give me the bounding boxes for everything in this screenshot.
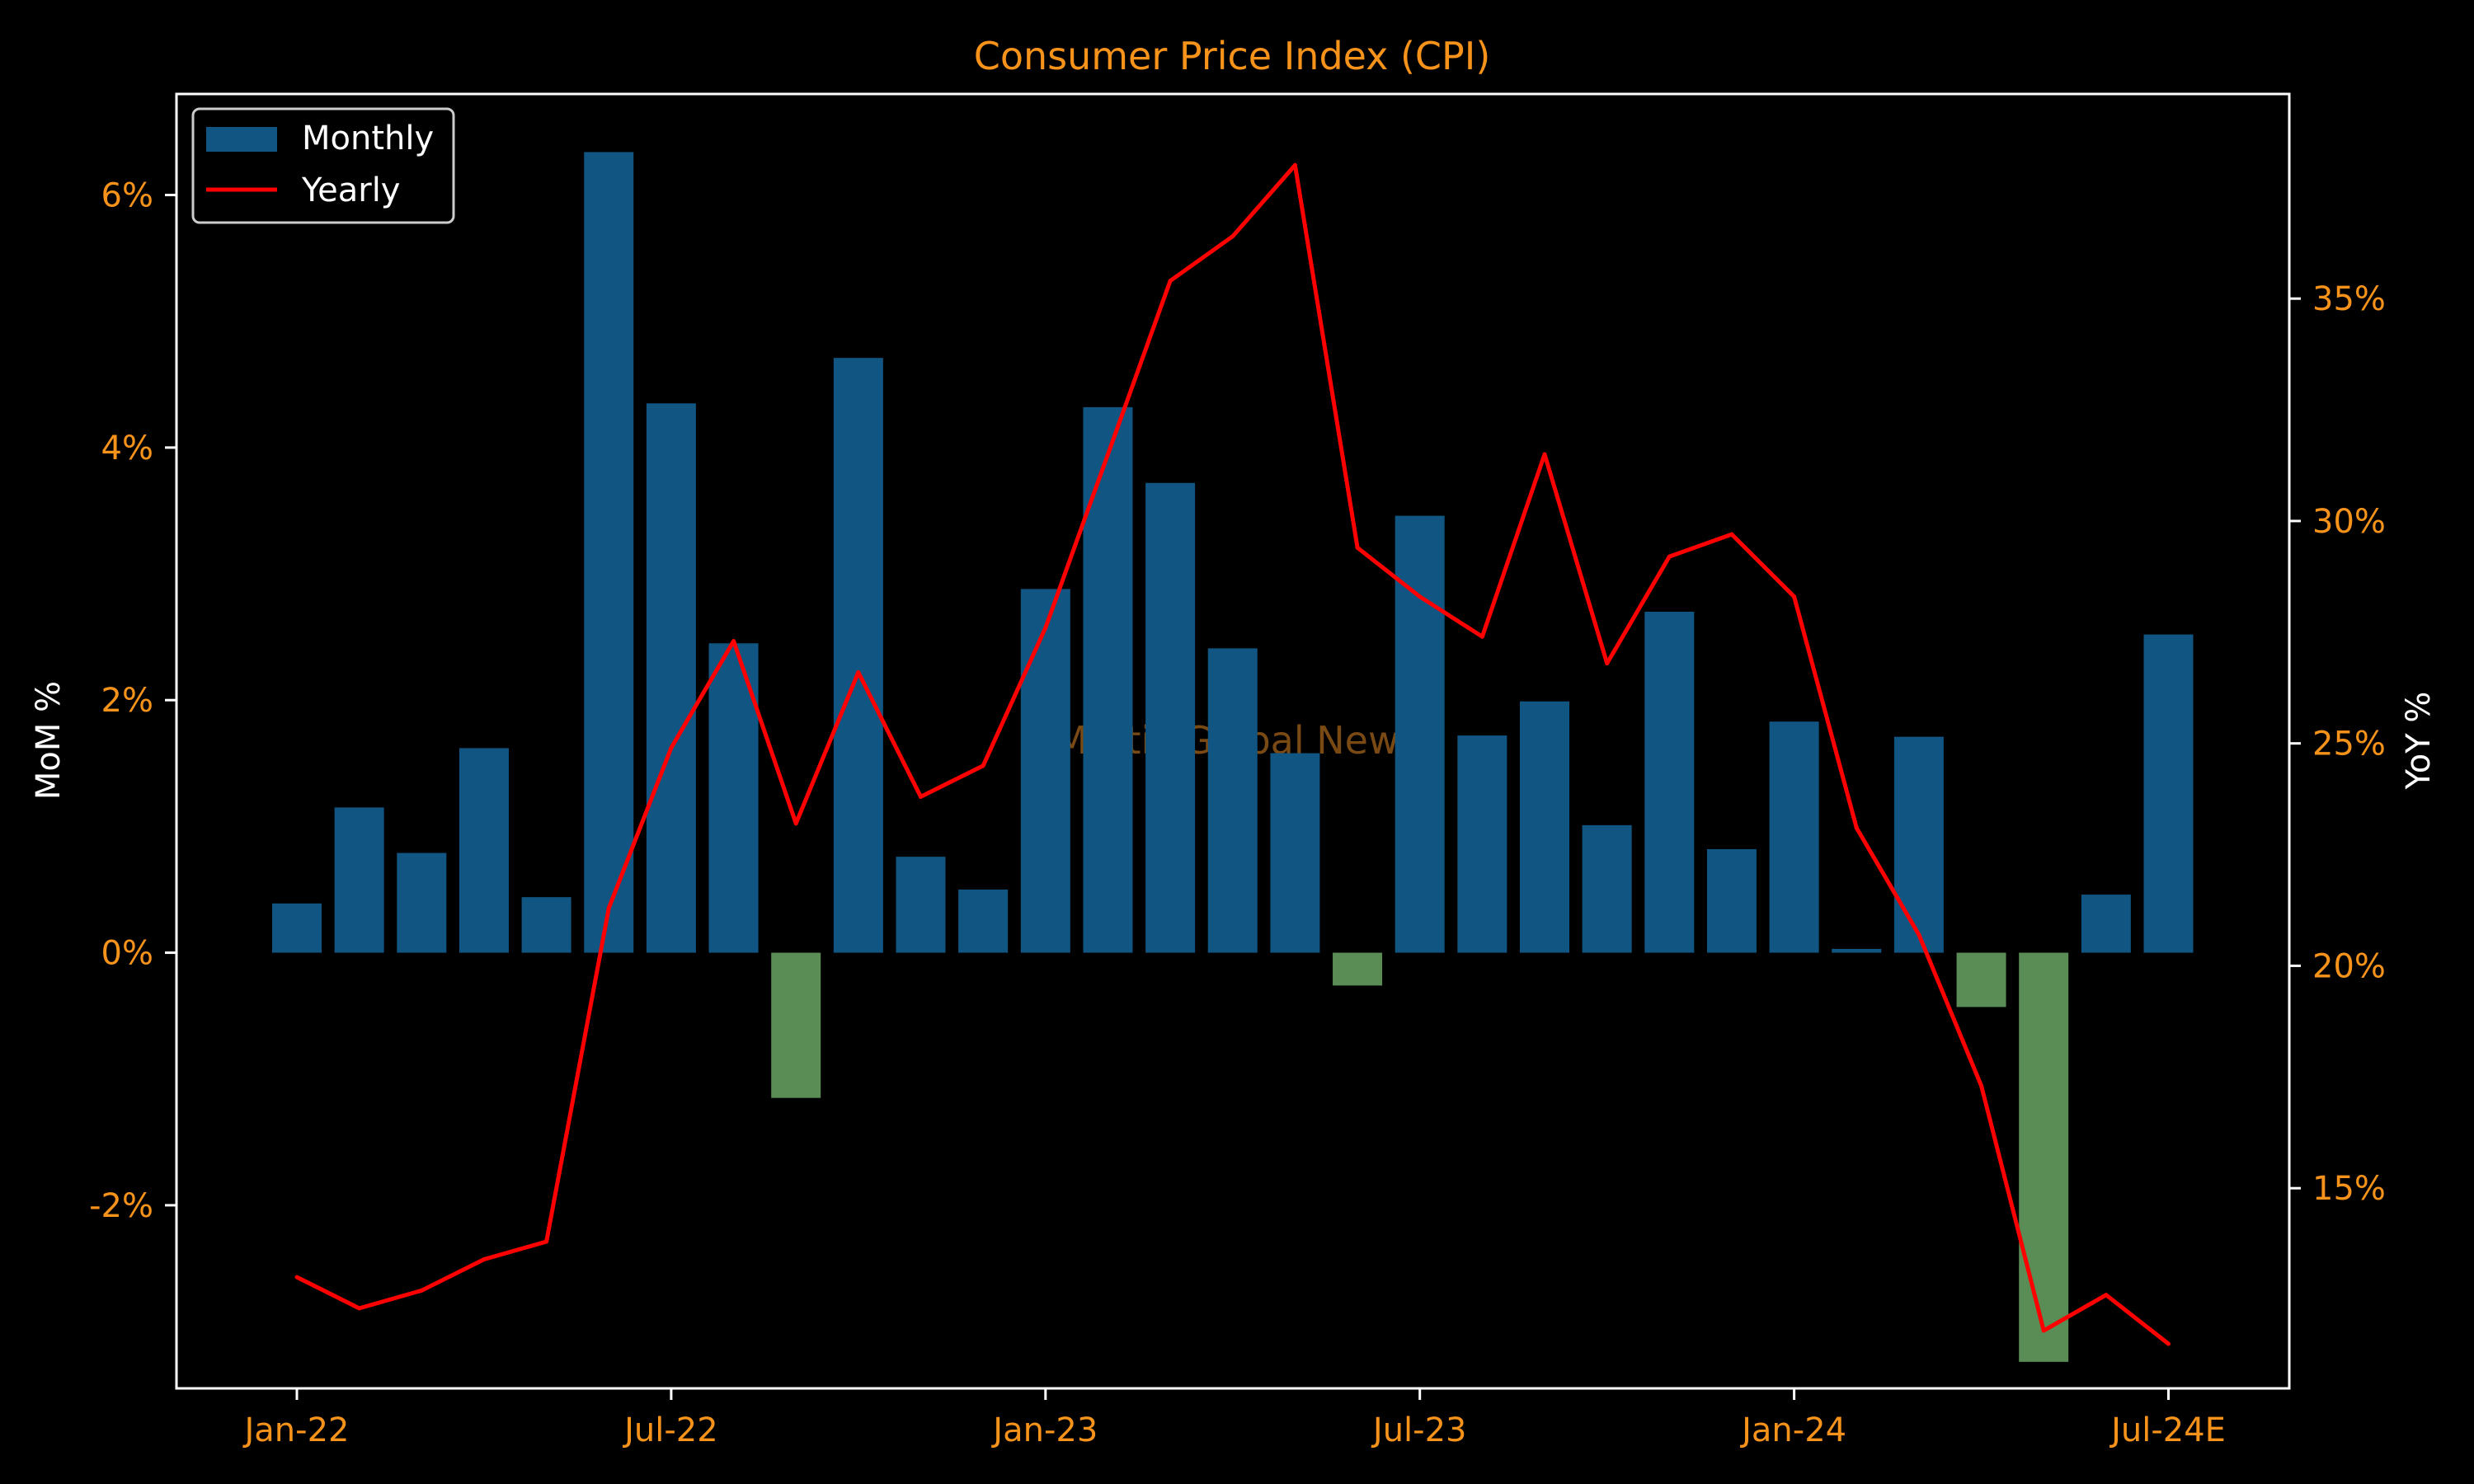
- yearly-point: [1168, 279, 1173, 284]
- monthly-bar: [1956, 952, 2006, 1007]
- monthly-bar: [1520, 701, 1569, 953]
- monthly-bar: [397, 852, 447, 953]
- x-tick-label: Jan-24: [1739, 1411, 1846, 1449]
- monthly-bar: [1207, 648, 1258, 953]
- yearly-point: [2104, 1293, 2109, 1298]
- right-axis-title: YoY %: [2400, 692, 2438, 791]
- x-tick-label: Jan-23: [990, 1411, 1098, 1449]
- right-tick-label: 35%: [2312, 280, 2386, 318]
- left-axis-title: MoM %: [30, 681, 68, 800]
- yearly-point: [1479, 634, 1484, 639]
- yearly-point: [1355, 545, 1360, 550]
- yearly-point: [1979, 1083, 1984, 1088]
- yearly-point: [1292, 162, 1297, 167]
- yearly-point: [1043, 625, 1048, 630]
- yearly-point: [544, 1239, 549, 1244]
- monthly-bar: [1083, 406, 1133, 953]
- yearly-point: [482, 1257, 487, 1262]
- monthly-bar: [2019, 952, 2069, 1362]
- monthly-bar: [1893, 736, 1944, 953]
- legend-monthly-label: Monthly: [302, 120, 434, 157]
- legend-monthly-swatch: [206, 127, 277, 152]
- chart-title: Consumer Price Index (CPI): [974, 34, 1491, 78]
- yearly-point: [2166, 1341, 2171, 1346]
- yearly-point: [919, 794, 923, 799]
- monthly-bar: [833, 358, 883, 953]
- yearly-point: [606, 905, 611, 910]
- yearly-point: [1792, 594, 1797, 599]
- monthly-bar: [1395, 515, 1445, 953]
- yearly-point: [981, 763, 985, 768]
- monthly-bar: [459, 748, 509, 953]
- monthly-bar: [1832, 948, 1882, 953]
- yearly-point: [1917, 932, 1921, 937]
- monthly-bar: [334, 807, 384, 953]
- yearly-point: [731, 639, 736, 644]
- monthly-bar: [1644, 612, 1695, 953]
- monthly-bar: [771, 952, 821, 1098]
- monthly-bar: [584, 152, 634, 953]
- monthly-bar: [896, 857, 946, 953]
- left-axis-ticks: -2% 0% 2% 4% 6%: [89, 177, 176, 1225]
- left-tick-label: -2%: [89, 1187, 153, 1225]
- yearly-point: [1729, 532, 1734, 537]
- monthly-bar: [1270, 753, 1320, 953]
- x-tick-label: Jan-22: [242, 1411, 350, 1449]
- yearly-point: [1230, 234, 1235, 239]
- monthly-bar: [646, 403, 696, 953]
- yearly-point: [856, 669, 861, 674]
- monthly-bar: [1020, 589, 1070, 953]
- yearly-point: [1418, 594, 1423, 599]
- right-tick-label: 15%: [2312, 1170, 2386, 1208]
- monthly-bar: [521, 897, 571, 953]
- monthly-bar: [958, 889, 1009, 953]
- monthly-bar: [1457, 735, 1507, 953]
- legend-yearly-label: Yearly: [301, 171, 400, 209]
- monthly-bar: [272, 903, 322, 953]
- yearly-point: [1542, 452, 1547, 457]
- monthly-bar: [2081, 895, 2131, 953]
- x-tick-label: Jul-24E: [2109, 1411, 2226, 1449]
- plot-frame: [175, 92, 2291, 1390]
- right-tick-label: 20%: [2312, 947, 2386, 985]
- monthly-bar: [2143, 634, 2194, 953]
- x-axis-ticks: Jan-22 Jul-22 Jan-23 Jul-23 Jan-24 Jul-24E: [242, 1388, 2226, 1449]
- yearly-point: [793, 821, 798, 826]
- yearly-point: [1605, 661, 1610, 666]
- left-tick-label: 2%: [101, 682, 153, 720]
- right-tick-label: 30%: [2312, 503, 2386, 541]
- x-tick-label: Jul-22: [622, 1411, 718, 1449]
- yearly-point: [1105, 452, 1110, 457]
- monthly-bar: [1582, 824, 1632, 953]
- yearly-point: [1667, 554, 1672, 559]
- left-tick-label: 6%: [101, 177, 153, 215]
- monthly-bar: [1145, 482, 1196, 953]
- right-tick-label: 25%: [2312, 726, 2386, 763]
- yearly-point: [1854, 825, 1859, 830]
- monthly-bar: [1706, 848, 1757, 953]
- yearly-point: [294, 1275, 299, 1280]
- monthly-bar: [1769, 721, 1819, 953]
- x-tick-label: Jul-23: [1371, 1411, 1467, 1449]
- monthly-bars: [272, 152, 2194, 1362]
- yearly-point: [419, 1288, 424, 1293]
- left-tick-label: 4%: [101, 430, 153, 467]
- monthly-bar: [1333, 952, 1383, 986]
- legend: Monthly Yearly: [191, 107, 455, 224]
- yearly-point: [2041, 1328, 2046, 1333]
- left-tick-label: 0%: [101, 935, 153, 973]
- yearly-point: [357, 1306, 362, 1311]
- yearly-point: [669, 745, 674, 750]
- yearly-line-series: [294, 162, 2171, 1346]
- right-axis-ticks: 15% 20% 25% 30% 35%: [2289, 280, 2386, 1208]
